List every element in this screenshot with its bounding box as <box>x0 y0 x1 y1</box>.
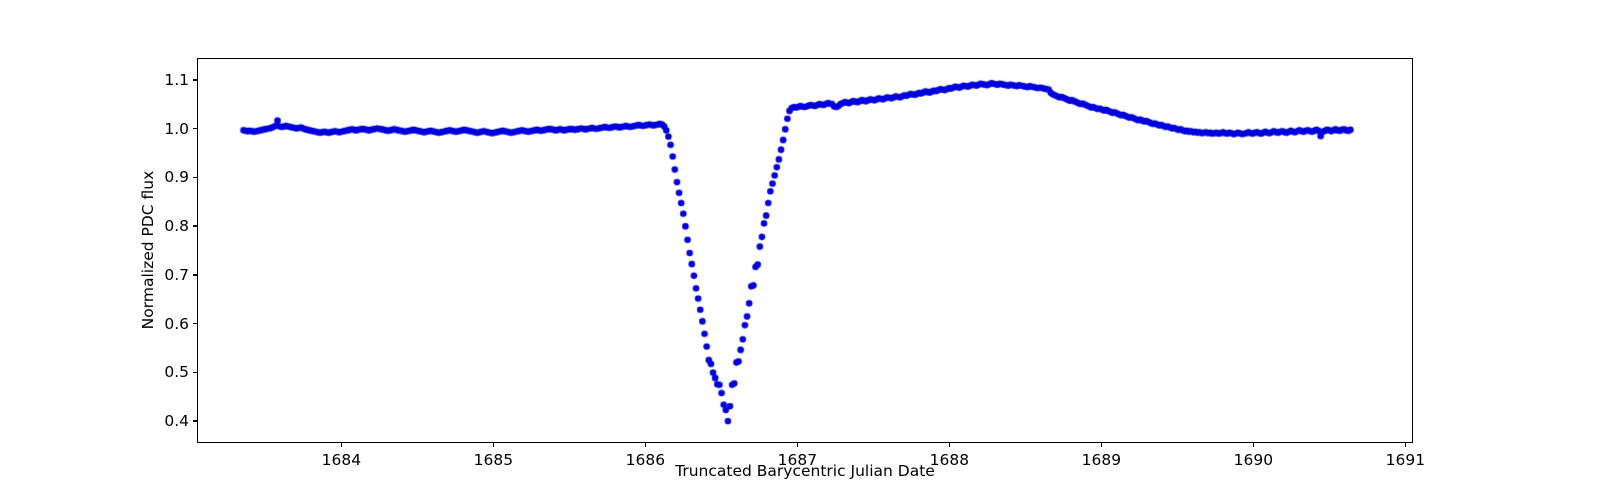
y-tick-mark <box>193 420 197 422</box>
x-tick-label: 1689 <box>1081 451 1122 469</box>
x-tick-label: 1687 <box>777 451 818 469</box>
x-tick-mark <box>796 443 799 447</box>
y-tick-label: 0.5 <box>164 363 189 382</box>
x-tick-mark <box>1100 443 1103 447</box>
y-tick-label: 1.0 <box>164 119 189 138</box>
y-tick-mark <box>193 322 197 325</box>
x-tick-label: 1684 <box>321 451 362 469</box>
y-axis-label: Normalized PDC flux <box>139 170 157 330</box>
y-tick-label: 0.4 <box>164 412 189 431</box>
y-tick-mark <box>193 128 197 130</box>
y-tick-mark <box>193 225 197 227</box>
scatter-plot-canvas <box>198 59 1412 442</box>
y-tick-label: 0.8 <box>164 217 189 236</box>
y-tick-label: 0.9 <box>164 168 189 187</box>
x-tick-mark <box>1404 443 1407 447</box>
x-tick-mark <box>1252 443 1255 447</box>
x-tick-label: 1686 <box>625 451 666 469</box>
plot-axes-frame <box>197 58 1413 443</box>
x-tick-mark <box>644 443 647 447</box>
x-axis-label: Truncated Barycentric Julian Date <box>675 462 935 480</box>
x-tick-label: 1691 <box>1385 451 1426 469</box>
y-tick-mark <box>193 371 197 373</box>
x-tick-mark <box>948 443 951 447</box>
x-tick-label: 1685 <box>473 451 514 469</box>
y-tick-mark <box>193 79 197 81</box>
y-tick-mark <box>193 274 197 276</box>
x-tick-mark <box>340 443 343 447</box>
y-tick-label: 1.1 <box>164 70 189 89</box>
x-tick-label: 1690 <box>1233 451 1274 469</box>
x-tick-mark <box>492 443 495 447</box>
y-tick-mark <box>193 176 197 179</box>
y-tick-label: 0.6 <box>164 314 189 333</box>
y-tick-label: 0.7 <box>164 265 189 284</box>
x-tick-label: 1688 <box>929 451 970 469</box>
